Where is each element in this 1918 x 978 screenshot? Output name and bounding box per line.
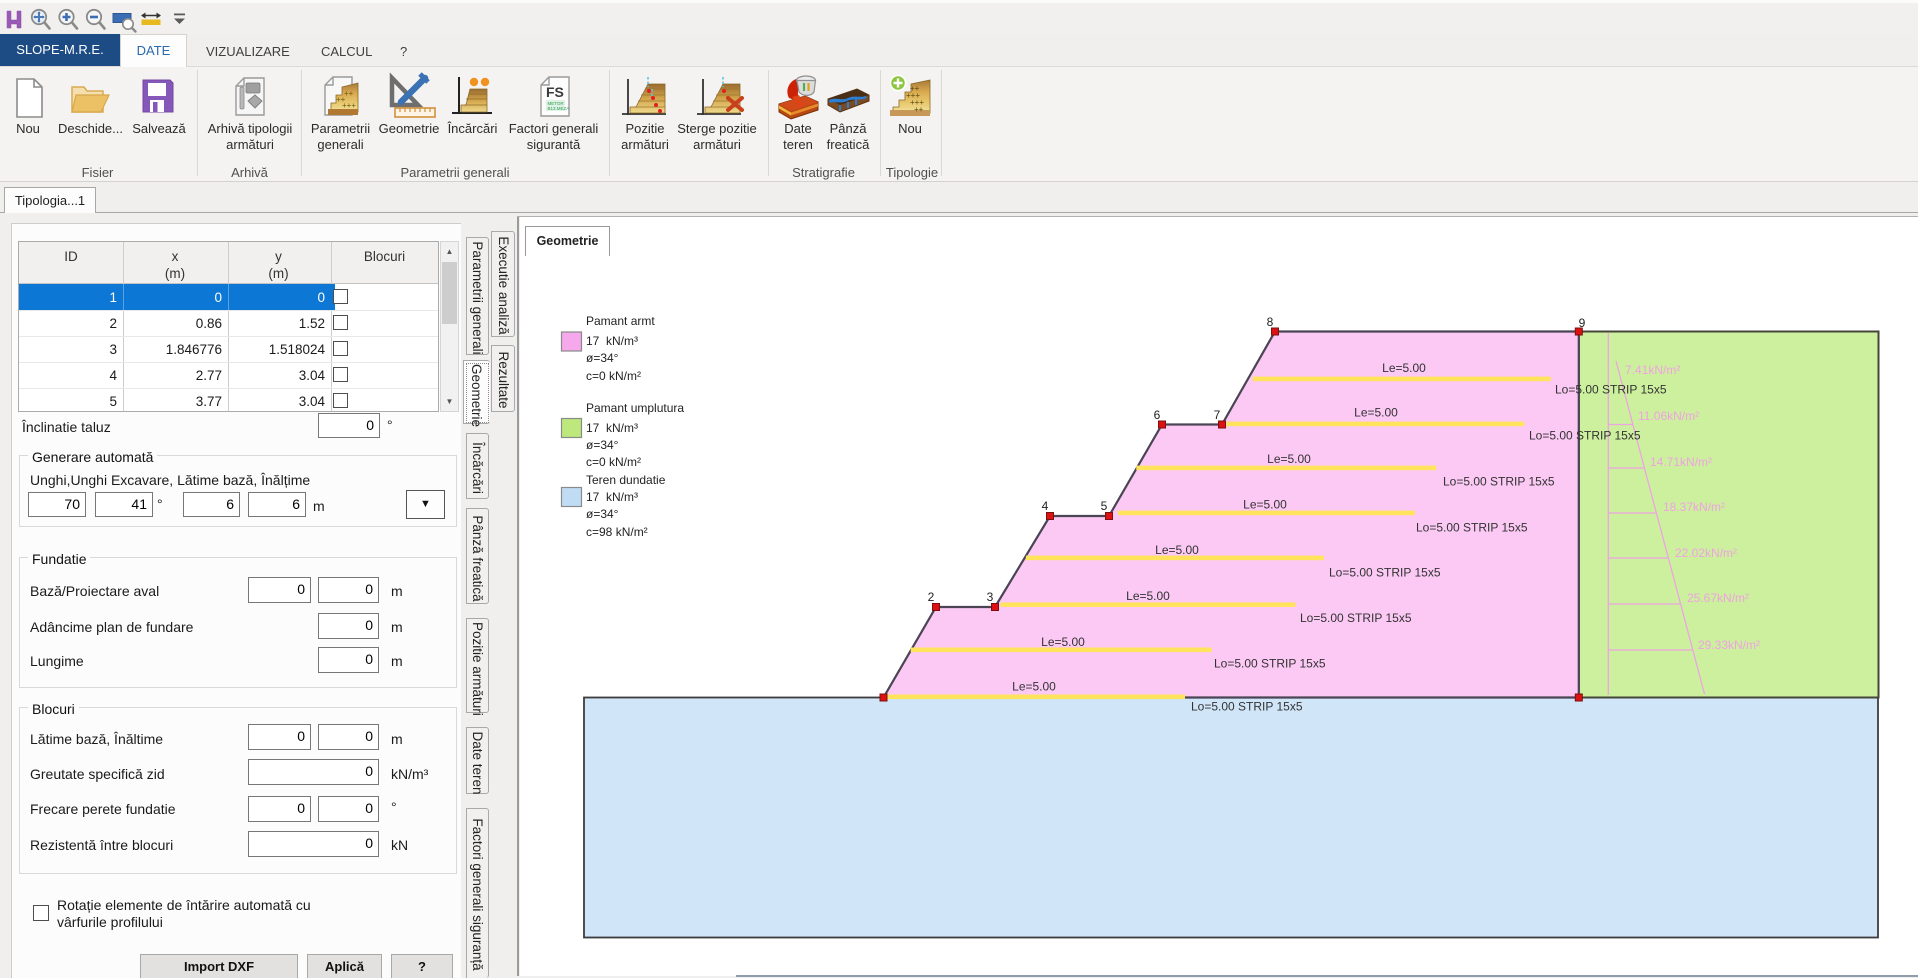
svg-text:7.41kN/m²: 7.41kN/m² [1625,363,1680,377]
svg-text:Lo=5.00 STRIP 15x5: Lo=5.00 STRIP 15x5 [1300,611,1412,625]
svg-text:Lo=5.00 STRIP 15x5: Lo=5.00 STRIP 15x5 [1443,475,1555,489]
svg-text:Lo=5.00 STRIP 15x5: Lo=5.00 STRIP 15x5 [1529,429,1641,443]
svg-text:Le=5.00: Le=5.00 [1155,543,1199,557]
svg-text:B13.MEZA: B13.MEZA [548,106,570,111]
svg-text:4: 4 [1042,499,1049,513]
svg-text:Le=5.00: Le=5.00 [1012,680,1056,694]
svg-text:c=0 kN/m²: c=0 kN/m² [586,369,641,383]
svg-text:c=0 kN/m²: c=0 kN/m² [586,455,641,469]
svg-text:22.02kN/m²: 22.02kN/m² [1675,546,1737,560]
svg-text:Teren dundatie: Teren dundatie [586,473,666,487]
svg-text:7: 7 [1214,408,1221,422]
svg-text:+++: +++ [342,101,356,110]
svg-text:17 kN/m³: 17 kN/m³ [586,490,638,504]
svg-text:FS: FS [546,84,564,100]
svg-text:17 kN/m³: 17 kN/m³ [586,334,638,348]
svg-text:+++: +++ [906,91,920,100]
svg-text:17 kN/m³: 17 kN/m³ [586,421,638,435]
svg-text:8: 8 [1267,315,1274,329]
svg-text:ø=34°: ø=34° [586,507,619,521]
svg-text:18.37kN/m²: 18.37kN/m² [1663,500,1725,514]
svg-text:Lo=5.00 STRIP 15x5: Lo=5.00 STRIP 15x5 [1214,657,1326,671]
svg-text:9: 9 [1579,316,1586,330]
svg-text:Le=5.00: Le=5.00 [1041,635,1085,649]
svg-text:11.06kN/m²: 11.06kN/m² [1638,409,1699,423]
svg-text:METOR: METOR [548,101,565,106]
svg-text:Le=5.00: Le=5.00 [1354,406,1398,420]
svg-text:3: 3 [987,590,994,604]
svg-text:ø=34°: ø=34° [586,351,619,365]
svg-text:+++: +++ [910,98,924,107]
svg-text:ø=34°: ø=34° [586,438,619,452]
svg-text:Pamant umplutura: Pamant umplutura [586,401,684,415]
svg-text:++: ++ [914,105,924,114]
svg-text:29.33kN/m²: 29.33kN/m² [1698,638,1760,652]
svg-text:6: 6 [1154,408,1161,422]
svg-text:c=98 kN/m²: c=98 kN/m² [586,525,648,539]
svg-text:Lo=5.00 STRIP 15x5: Lo=5.00 STRIP 15x5 [1555,383,1667,397]
svg-text:Le=5.00: Le=5.00 [1267,452,1311,466]
svg-text:2: 2 [928,590,935,604]
svg-text:Lo=5.00 STRIP 15x5: Lo=5.00 STRIP 15x5 [1416,521,1528,535]
svg-text:++: ++ [344,89,354,98]
svg-text:Le=5.00: Le=5.00 [1243,498,1287,512]
svg-text:Le=5.00: Le=5.00 [1126,589,1170,603]
svg-text:++: ++ [910,84,920,93]
svg-text:5: 5 [1101,499,1108,513]
svg-text:25.67kN/m²: 25.67kN/m² [1687,591,1749,605]
svg-text:14.71kN/m²: 14.71kN/m² [1650,455,1712,469]
svg-text:++: ++ [336,95,346,104]
svg-text:Lo=5.00 STRIP 15x5: Lo=5.00 STRIP 15x5 [1329,566,1441,580]
svg-text:Pamant armt: Pamant armt [586,314,655,328]
svg-text:Le=5.00: Le=5.00 [1382,361,1426,375]
svg-text:Lo=5.00 STRIP 15x5: Lo=5.00 STRIP 15x5 [1191,700,1303,714]
